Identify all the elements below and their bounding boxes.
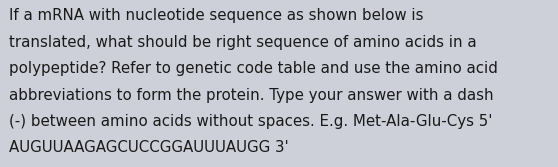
Text: If a mRNA with nucleotide sequence as shown below is: If a mRNA with nucleotide sequence as sh…	[9, 8, 424, 23]
Text: polypeptide? Refer to genetic code table and use the amino acid: polypeptide? Refer to genetic code table…	[9, 61, 498, 76]
Text: translated, what should be right sequence of amino acids in a: translated, what should be right sequenc…	[9, 35, 477, 50]
Text: (-) between amino acids without spaces. E.g. Met-Ala-Glu-Cys 5': (-) between amino acids without spaces. …	[9, 114, 493, 129]
Text: abbreviations to form the protein. Type your answer with a dash: abbreviations to form the protein. Type …	[9, 88, 494, 103]
Text: AUGUUAAGAGCUCCGGAUUUAUGG 3': AUGUUAAGAGCUCCGGAUUUAUGG 3'	[9, 140, 289, 155]
